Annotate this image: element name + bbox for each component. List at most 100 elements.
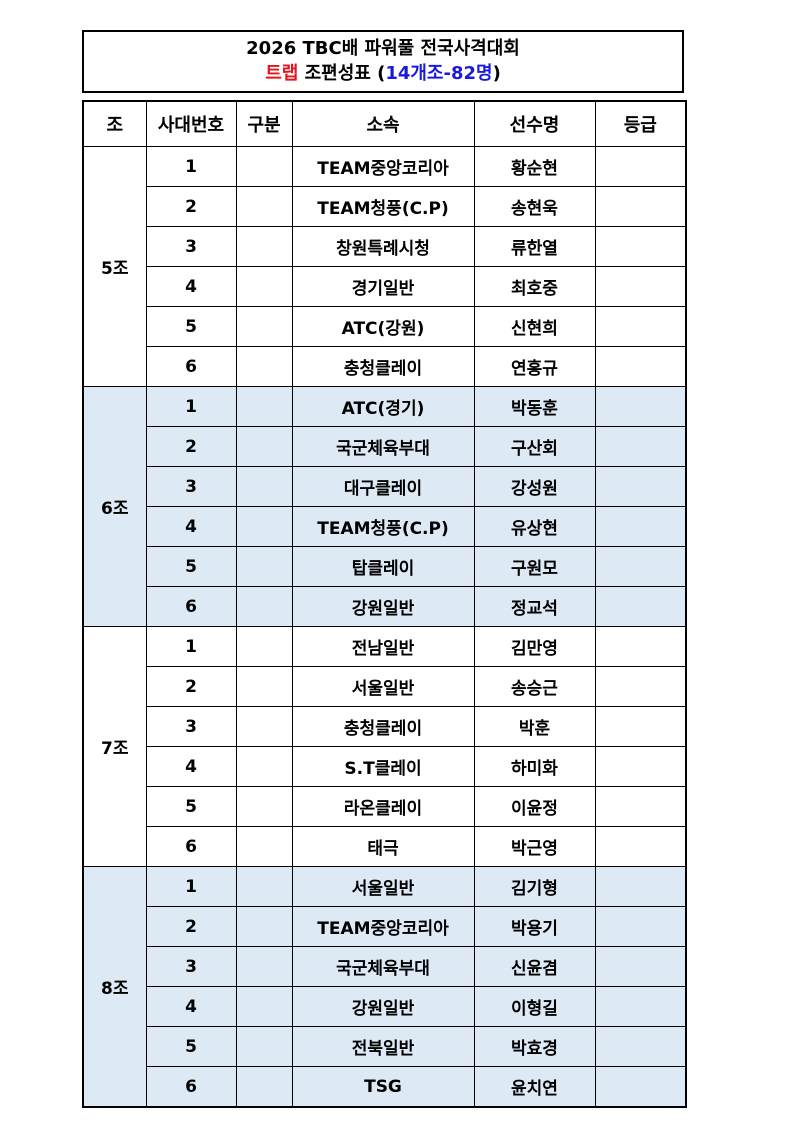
table-row: 4 S.T클레이 하미화 — [83, 746, 687, 787]
title-mid: 조편성표 ( — [298, 63, 386, 84]
table-row: 5조 1 TEAM중앙코리아 황순현 — [82, 146, 687, 387]
player-name: 박효경 — [473, 1026, 596, 1067]
table-row: 3 대구클레이 강성원 — [83, 466, 687, 507]
category-cell — [235, 666, 293, 707]
table-row: 2 서울일반 송승근 — [83, 666, 687, 707]
grade-cell — [594, 786, 687, 827]
table-row: 4 경기일반 최호중 — [83, 266, 687, 307]
table-row: 5 라온클레이 이윤정 — [83, 786, 687, 827]
lane-number: 2 — [145, 906, 237, 947]
team-name: 충청클레이 — [291, 346, 475, 387]
grade-cell — [594, 826, 687, 867]
title-close: ) — [492, 63, 501, 84]
category-cell — [235, 306, 293, 347]
table-row: 2 TEAM청풍(C.P) 송현욱 — [83, 186, 687, 227]
player-name: 정교석 — [473, 586, 596, 627]
team-name: 대구클레이 — [291, 466, 475, 507]
player-name: 김기형 — [473, 866, 596, 907]
grade-cell — [594, 346, 687, 387]
table-row: 8조 1 서울일반 김기형 — [82, 866, 687, 1108]
lane-number: 2 — [145, 186, 237, 227]
lane-number: 5 — [145, 786, 237, 827]
table-row: 3 창원특례시청 류한열 — [83, 226, 687, 267]
lane-number: 6 — [145, 1066, 237, 1108]
team-name: TSG — [291, 1066, 475, 1108]
table-row: 7조 1 전남일반 김만영 — [82, 626, 687, 867]
grade-cell — [594, 306, 687, 347]
category-cell — [235, 466, 293, 507]
grade-cell — [594, 226, 687, 267]
grade-cell — [594, 506, 687, 547]
table-row: 2 TEAM중앙코리아 박용기 — [83, 906, 687, 947]
table-row: 6 강원일반 정교석 — [83, 586, 687, 627]
team-name: 전남일반 — [291, 626, 475, 667]
player-name: 송승근 — [473, 666, 596, 707]
lane-number: 5 — [145, 1026, 237, 1067]
header-row: 조 사대번호 구분 소속 선수명 등급 — [82, 100, 687, 147]
grade-cell — [594, 666, 687, 707]
lane-number: 2 — [145, 666, 237, 707]
category-cell — [235, 226, 293, 267]
player-name: 윤치연 — [473, 1066, 596, 1108]
lane-number: 2 — [145, 426, 237, 467]
table-row: 4 TEAM청풍(C.P) 유상현 — [83, 506, 687, 547]
team-name: 국군체육부대 — [291, 426, 475, 467]
lane-number: 1 — [145, 146, 237, 187]
lane-number: 4 — [145, 746, 237, 787]
group-name: 7조 — [82, 626, 147, 867]
group-name: 8조 — [82, 866, 147, 1108]
group-name: 5조 — [82, 146, 147, 387]
team-name: S.T클레이 — [291, 746, 475, 787]
category-cell — [235, 986, 293, 1027]
player-name: 강성원 — [473, 466, 596, 507]
player-name: 연홍규 — [473, 346, 596, 387]
category-cell — [235, 906, 293, 947]
group-name: 6조 — [82, 386, 147, 627]
header-team: 소속 — [291, 100, 475, 147]
category-cell — [235, 146, 293, 187]
player-name: 박동훈 — [473, 386, 596, 427]
category-cell — [235, 506, 293, 547]
team-name: ATC(강원) — [291, 306, 475, 347]
header-player: 선수명 — [473, 100, 596, 147]
header-group: 조 — [82, 100, 147, 147]
grade-cell — [594, 146, 687, 187]
table-row: 3 국군체육부대 신윤겸 — [83, 946, 687, 987]
grade-cell — [594, 906, 687, 947]
category-cell — [235, 1026, 293, 1067]
lane-number: 4 — [145, 506, 237, 547]
header-category: 구분 — [235, 100, 293, 147]
table-row: 4 강원일반 이형길 — [83, 986, 687, 1027]
lane-number: 4 — [145, 266, 237, 307]
team-name: 창원특례시청 — [291, 226, 475, 267]
header-grade: 등급 — [594, 100, 687, 147]
player-name: 구산회 — [473, 426, 596, 467]
grade-cell — [594, 626, 687, 667]
player-name: 송현욱 — [473, 186, 596, 227]
team-name: TEAM중앙코리아 — [291, 906, 475, 947]
event-name: 트랩 — [265, 63, 299, 84]
grade-cell — [594, 986, 687, 1027]
lane-number: 1 — [145, 866, 237, 907]
group-table: 조 사대번호 구분 소속 선수명 등급 5조 1 TEAM중앙코리아 황순현 2 TEAM… — [82, 100, 687, 1108]
lane-number: 5 — [145, 306, 237, 347]
table-row: 5 탑클레이 구원모 — [83, 546, 687, 587]
lane-number: 6 — [145, 826, 237, 867]
team-name: 서울일반 — [291, 866, 475, 907]
category-cell — [235, 706, 293, 747]
player-name: 최호중 — [473, 266, 596, 307]
category-cell — [235, 426, 293, 467]
grade-cell — [594, 386, 687, 427]
grade-cell — [594, 746, 687, 787]
team-name: TEAM청풍(C.P) — [291, 186, 475, 227]
lane-number: 6 — [145, 346, 237, 387]
player-name: 이형길 — [473, 986, 596, 1027]
grade-cell — [594, 946, 687, 987]
grade-cell — [594, 186, 687, 227]
team-name: 태극 — [291, 826, 475, 867]
category-cell — [235, 866, 293, 907]
team-name: 강원일반 — [291, 586, 475, 627]
category-cell — [235, 266, 293, 307]
team-name: TEAM중앙코리아 — [291, 146, 475, 187]
player-name: 신윤겸 — [473, 946, 596, 987]
